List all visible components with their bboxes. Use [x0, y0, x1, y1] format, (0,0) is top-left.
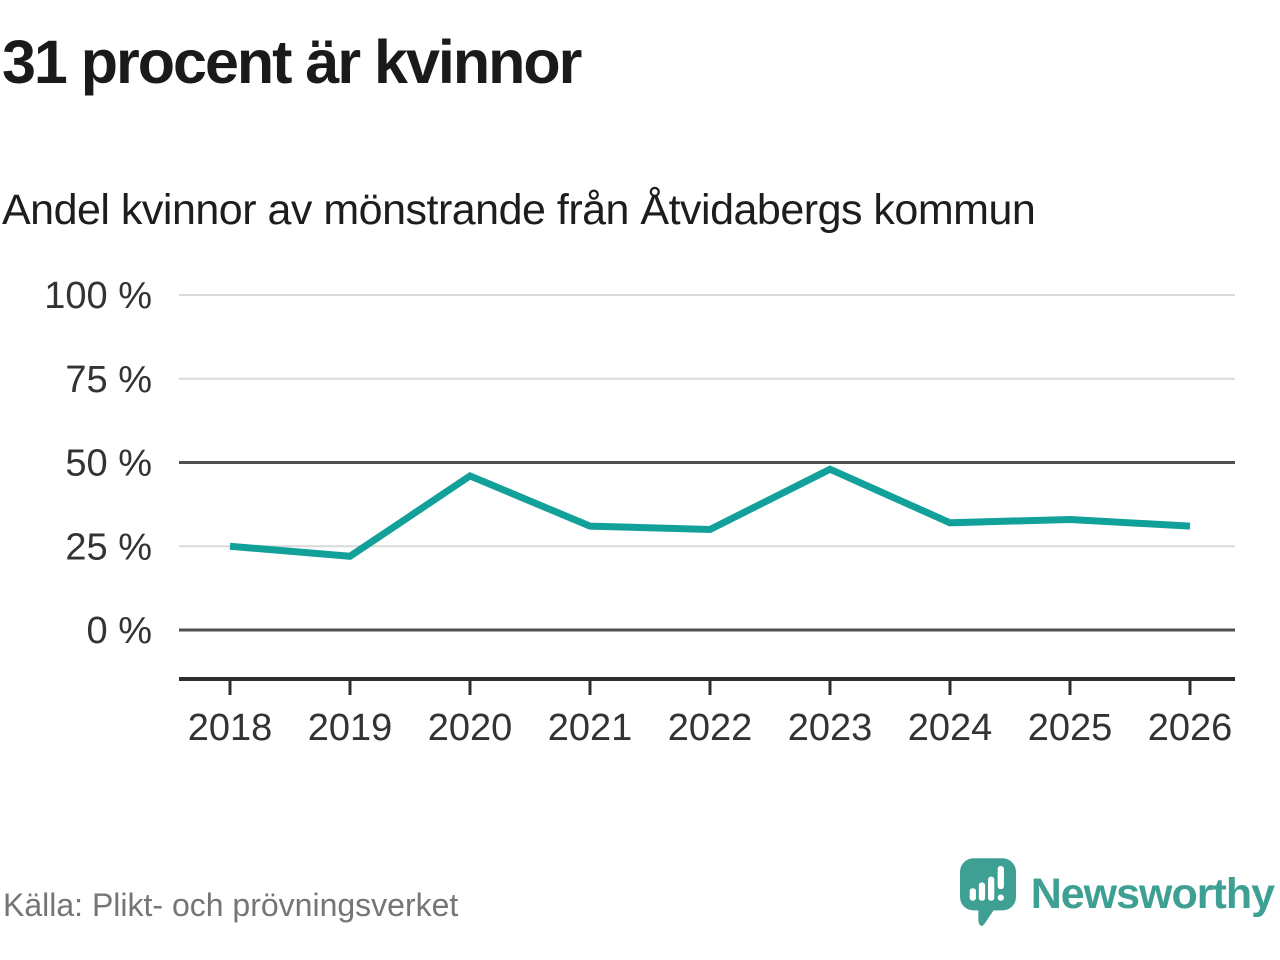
x-axis-tick-label: 2018	[188, 707, 273, 749]
x-axis-tick-label: 2023	[788, 707, 873, 749]
y-axis-tick-label: 25 %	[65, 526, 152, 568]
data-series-line	[229, 465, 1191, 560]
newsworthy-wordmark: Newsworthy	[1030, 869, 1275, 918]
y-axis-tick-label: 50 %	[65, 443, 152, 485]
x-axis-tick-label: 2026	[1148, 707, 1233, 749]
y-axis-tick-label: 0 %	[87, 610, 152, 652]
x-axis-tick-label: 2024	[908, 707, 993, 749]
x-axis-tick-label: 2025	[1028, 707, 1113, 749]
newsworthy-logo: Newsworthy	[959, 858, 1275, 930]
chart-title: 31 procent är kvinnor	[2, 28, 582, 96]
source-attribution: Källa: Plikt- och prövningsverket	[3, 887, 459, 923]
x-axis-tick-label: 2022	[668, 707, 753, 749]
x-axis-tick-label: 2019	[308, 707, 393, 749]
chart-subtitle: Andel kvinnor av mönstrande från Åtvidab…	[2, 186, 1036, 234]
newsworthy-logo-icon	[959, 858, 1016, 926]
x-axis-tick-label: 2021	[548, 707, 633, 749]
x-axis-tick-label: 2020	[428, 707, 513, 749]
y-axis-tick-label: 75 %	[65, 359, 152, 401]
y-axis-tick-label: 100 %	[44, 275, 152, 317]
